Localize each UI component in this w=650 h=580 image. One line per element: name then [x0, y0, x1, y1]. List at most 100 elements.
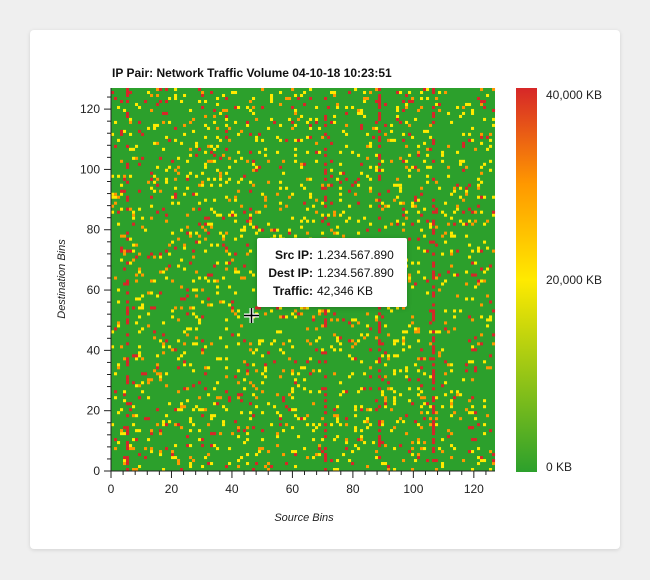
heatmap-cell[interactable]: [150, 378, 154, 382]
heatmap-cell[interactable]: [114, 396, 118, 400]
heatmap-cell[interactable]: [420, 384, 424, 388]
heatmap-cell[interactable]: [390, 222, 394, 226]
heatmap-cell[interactable]: [210, 159, 214, 163]
heatmap-cell[interactable]: [408, 273, 412, 277]
heatmap-cell[interactable]: [489, 354, 493, 358]
heatmap-cell[interactable]: [165, 267, 169, 271]
heatmap-cell[interactable]: [120, 129, 124, 133]
heatmap-cell[interactable]: [252, 225, 256, 229]
heatmap-cell[interactable]: [435, 459, 439, 463]
heatmap-cell[interactable]: [135, 279, 139, 283]
heatmap-cell[interactable]: [432, 222, 436, 226]
heatmap-cell[interactable]: [474, 438, 478, 442]
heatmap-cell[interactable]: [294, 111, 298, 115]
heatmap-cell[interactable]: [423, 447, 427, 451]
heatmap-cell[interactable]: [129, 444, 133, 448]
heatmap-cell[interactable]: [159, 429, 163, 433]
heatmap-cell[interactable]: [432, 198, 436, 202]
heatmap-cell[interactable]: [189, 147, 193, 151]
heatmap-cell[interactable]: [300, 306, 304, 310]
heatmap-cell[interactable]: [117, 222, 121, 226]
heatmap-cell[interactable]: [489, 315, 493, 319]
heatmap-cell[interactable]: [297, 435, 301, 439]
heatmap-cell[interactable]: [255, 396, 259, 400]
heatmap-cell[interactable]: [267, 159, 271, 163]
heatmap-cell[interactable]: [264, 153, 268, 157]
heatmap-cell[interactable]: [378, 228, 382, 232]
heatmap-cell[interactable]: [279, 414, 283, 418]
heatmap-cell[interactable]: [249, 213, 253, 217]
heatmap-cell[interactable]: [432, 450, 436, 454]
heatmap-cell[interactable]: [243, 378, 247, 382]
heatmap-cell[interactable]: [180, 99, 184, 104]
heatmap-cell[interactable]: [237, 342, 241, 346]
heatmap-cell[interactable]: [270, 117, 274, 121]
heatmap-cell[interactable]: [375, 408, 379, 412]
heatmap-cell[interactable]: [138, 330, 142, 334]
heatmap-cell[interactable]: [201, 171, 205, 175]
heatmap-cell[interactable]: [330, 459, 334, 463]
heatmap-cell[interactable]: [123, 462, 127, 466]
heatmap-cell[interactable]: [210, 90, 214, 95]
heatmap-cell[interactable]: [360, 429, 364, 433]
heatmap-cell[interactable]: [303, 417, 307, 421]
heatmap-cell[interactable]: [471, 360, 475, 364]
heatmap-cell[interactable]: [147, 324, 151, 328]
heatmap-cell[interactable]: [423, 276, 427, 280]
heatmap-cell[interactable]: [201, 225, 205, 229]
heatmap-cell[interactable]: [213, 114, 217, 118]
heatmap-cell[interactable]: [249, 270, 253, 274]
heatmap-cell[interactable]: [447, 330, 451, 334]
heatmap-cell[interactable]: [213, 432, 217, 436]
heatmap-cell[interactable]: [111, 195, 115, 199]
heatmap-cell[interactable]: [279, 90, 283, 95]
heatmap-cell[interactable]: [483, 270, 487, 274]
heatmap-cell[interactable]: [411, 453, 415, 457]
heatmap-cell[interactable]: [165, 384, 169, 388]
heatmap-cell[interactable]: [360, 126, 364, 130]
heatmap-cell[interactable]: [225, 366, 229, 370]
heatmap-cell[interactable]: [255, 225, 259, 229]
heatmap-cell[interactable]: [195, 315, 199, 319]
heatmap-cell[interactable]: [453, 186, 457, 190]
heatmap-cell[interactable]: [363, 90, 367, 95]
heatmap-cell[interactable]: [315, 348, 319, 352]
heatmap-cell[interactable]: [156, 366, 160, 370]
heatmap-cell[interactable]: [159, 189, 163, 193]
heatmap-cell[interactable]: [117, 288, 121, 292]
heatmap-cell[interactable]: [225, 390, 229, 394]
heatmap-cell[interactable]: [201, 465, 205, 469]
heatmap-cell[interactable]: [435, 210, 439, 214]
heatmap-cell[interactable]: [123, 399, 127, 403]
heatmap-cell[interactable]: [324, 447, 328, 451]
heatmap-cell[interactable]: [228, 126, 232, 130]
heatmap-cell[interactable]: [390, 138, 394, 142]
heatmap-cell[interactable]: [159, 99, 163, 104]
heatmap-cell[interactable]: [213, 108, 217, 112]
heatmap-cell[interactable]: [321, 309, 325, 313]
heatmap-cell[interactable]: [252, 288, 256, 292]
heatmap-cell[interactable]: [312, 369, 316, 373]
heatmap-cell[interactable]: [396, 195, 400, 199]
heatmap-cell[interactable]: [198, 201, 202, 205]
heatmap-cell[interactable]: [252, 162, 256, 166]
heatmap-cell[interactable]: [180, 402, 184, 406]
heatmap-cell[interactable]: [267, 402, 271, 406]
heatmap-cell[interactable]: [198, 183, 202, 187]
heatmap-cell[interactable]: [303, 102, 307, 106]
heatmap-cell[interactable]: [417, 339, 421, 343]
heatmap-cell[interactable]: [369, 165, 373, 169]
heatmap-cell[interactable]: [243, 174, 247, 178]
heatmap-cell[interactable]: [180, 228, 184, 232]
heatmap-cell[interactable]: [252, 96, 256, 101]
heatmap-cell[interactable]: [462, 105, 466, 109]
heatmap-cell[interactable]: [291, 396, 295, 400]
heatmap-cell[interactable]: [384, 351, 388, 355]
heatmap-cell[interactable]: [297, 384, 301, 388]
heatmap-cell[interactable]: [309, 195, 313, 199]
heatmap-cell[interactable]: [342, 390, 346, 394]
heatmap-cell[interactable]: [435, 396, 439, 400]
heatmap-cell[interactable]: [204, 222, 208, 226]
heatmap-cell[interactable]: [378, 174, 382, 178]
heatmap-cell[interactable]: [156, 88, 160, 92]
